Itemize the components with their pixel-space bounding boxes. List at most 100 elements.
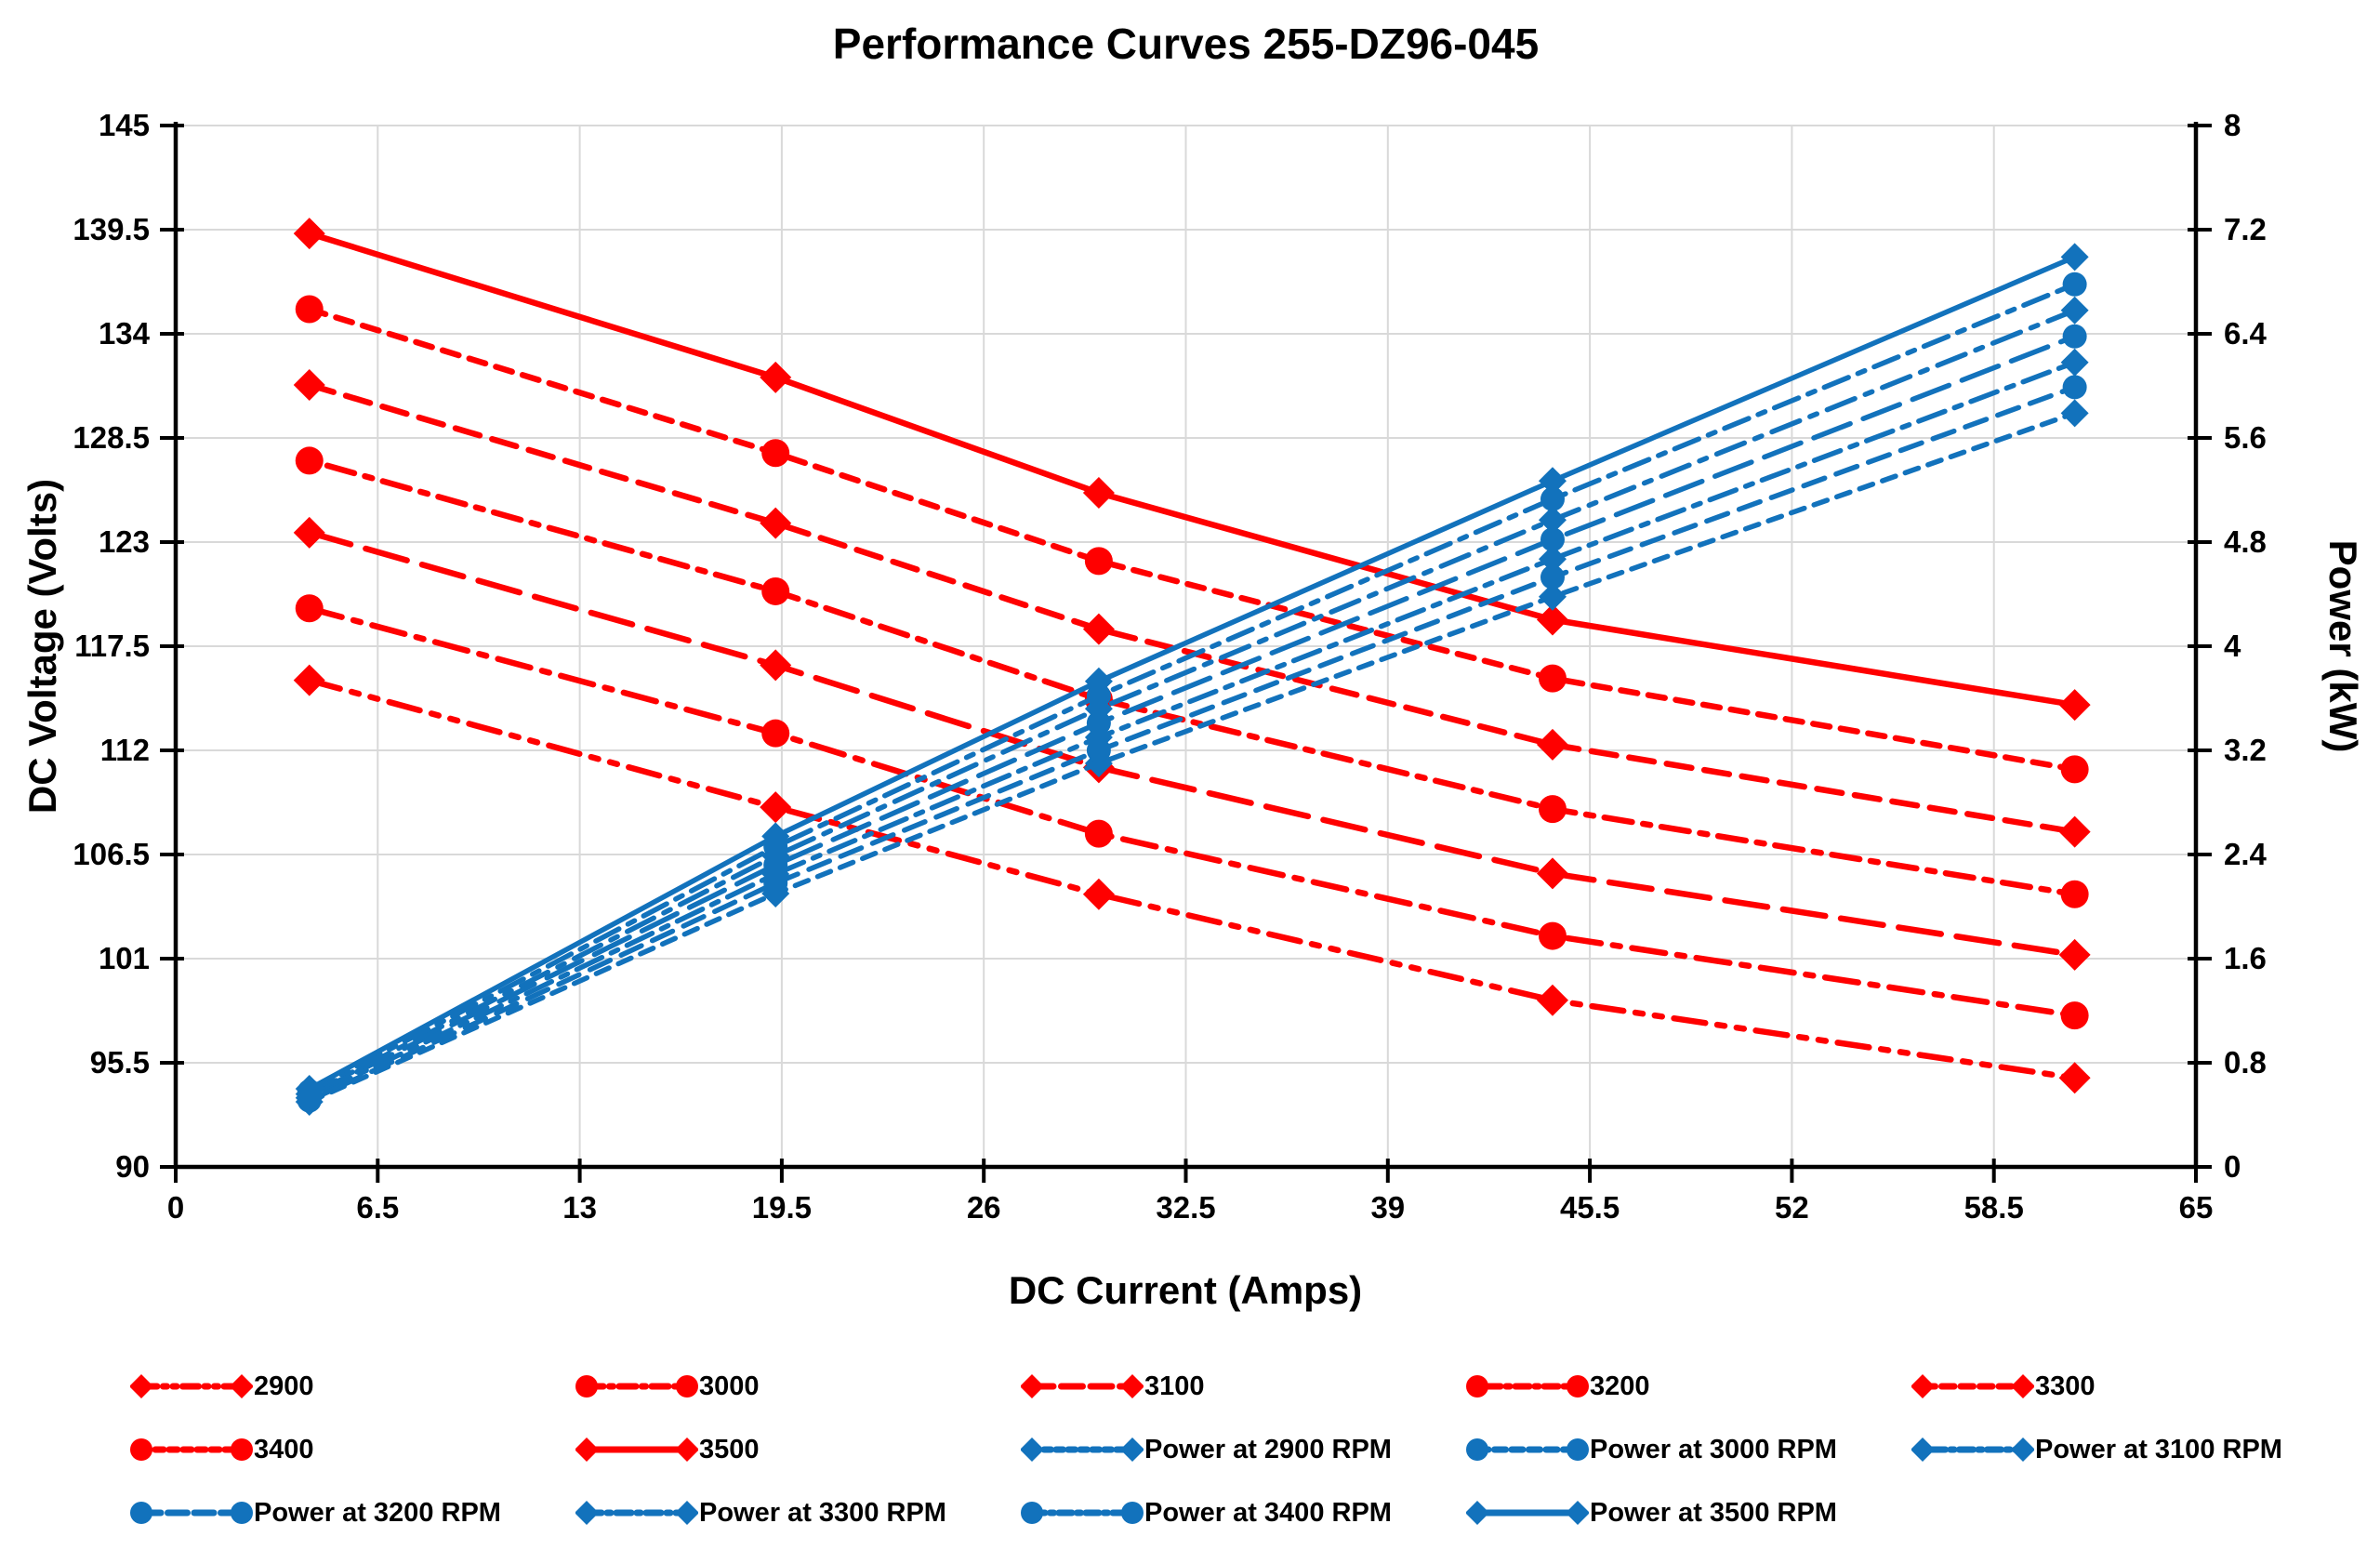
- legend-line-sample: [575, 1437, 698, 1462]
- legend-label: 3200: [1590, 1371, 1650, 1401]
- circle-marker-icon: [130, 1502, 152, 1524]
- y-right-tick-label: 6.4: [2224, 316, 2268, 351]
- diamond-marker-icon: [230, 1374, 253, 1398]
- legend-item-power-at-2900-rpm: Power at 2900 RPM: [1021, 1428, 1466, 1471]
- y-left-tick-label: 123: [99, 524, 150, 559]
- diamond-marker-icon: [1120, 1437, 1144, 1462]
- data-point-marker: [2060, 348, 2089, 377]
- circle-marker-icon: [676, 1375, 698, 1398]
- circle-marker-icon: [231, 1502, 253, 1524]
- diamond-marker-icon: [2011, 1437, 2034, 1462]
- legend-item-power-at-3000-rpm: Power at 3000 RPM: [1466, 1428, 1911, 1471]
- legend-line-sample: [575, 1501, 698, 1525]
- data-point-marker: [1536, 857, 1568, 890]
- data-point-marker: [293, 664, 325, 696]
- data-point-marker: [1084, 547, 1113, 576]
- y-left-tick-label: 112: [100, 733, 150, 767]
- data-point-marker: [1082, 878, 1115, 910]
- data-point-marker: [760, 507, 792, 539]
- data-point-marker: [293, 368, 325, 401]
- y-right-tick-label: 0: [2224, 1149, 2241, 1184]
- data-point-marker: [1540, 527, 1565, 552]
- data-point-marker: [761, 719, 790, 748]
- data-point-marker: [295, 1075, 324, 1103]
- legend-label: Power at 3000 RPM: [1590, 1434, 1837, 1464]
- y-right-tick-label: 4: [2224, 629, 2241, 663]
- y-left-tick-label: 145: [99, 108, 150, 142]
- data-point-marker: [2058, 938, 2091, 971]
- data-point-marker: [295, 295, 324, 324]
- legend-line-sample: [1021, 1502, 1144, 1524]
- data-point-marker: [1084, 667, 1113, 696]
- x-tick-label: 65: [2179, 1190, 2214, 1225]
- y-left-tick-label: 101: [99, 941, 150, 975]
- circle-marker-icon: [1121, 1502, 1144, 1524]
- y-left-tick-label: 139.5: [73, 212, 150, 246]
- x-tick-label: 0: [167, 1190, 184, 1225]
- legend-item-power-at-3100-rpm: Power at 3100 RPM: [1911, 1428, 2357, 1471]
- legend-line-sample: [1466, 1375, 1589, 1398]
- data-point-marker: [761, 439, 790, 468]
- x-tick-label: 6.5: [356, 1190, 399, 1225]
- data-point-marker: [1538, 795, 1567, 824]
- y-right-tick-label: 8: [2224, 108, 2241, 142]
- diamond-marker-icon: [575, 1437, 599, 1462]
- x-tick-label: 19.5: [752, 1190, 812, 1225]
- y-left-tick-label: 90: [115, 1149, 150, 1184]
- legend-item-3300: 3300: [1911, 1365, 2357, 1408]
- legend-label: Power at 2900 RPM: [1144, 1434, 1392, 1464]
- legend-line-sample: [130, 1438, 253, 1461]
- data-point-marker: [2060, 755, 2089, 784]
- chart-title: Performance Curves 255-DZ96-045: [832, 20, 1540, 68]
- data-point-marker: [293, 218, 325, 250]
- data-point-marker: [1540, 486, 1565, 511]
- legend-item-power-at-3500-rpm: Power at 3500 RPM: [1466, 1491, 1911, 1534]
- data-point-marker: [1536, 984, 1568, 1016]
- diamond-marker-icon: [130, 1374, 153, 1398]
- y-left-tick-label: 128.5: [73, 420, 150, 455]
- circle-marker-icon: [1567, 1375, 1589, 1398]
- data-point-marker: [1536, 603, 1568, 636]
- legend-line-sample: [1021, 1437, 1144, 1462]
- legend-item-3200: 3200: [1466, 1365, 1911, 1408]
- circle-marker-icon: [130, 1438, 152, 1461]
- data-point-marker: [1538, 582, 1567, 611]
- series-3500: [293, 218, 2091, 722]
- diamond-marker-icon: [1021, 1374, 1044, 1398]
- data-point-marker: [2060, 296, 2089, 325]
- data-point-marker: [760, 791, 792, 824]
- circle-marker-icon: [1466, 1438, 1488, 1461]
- x-tick-label: 52: [1775, 1190, 1809, 1225]
- data-point-marker: [293, 516, 325, 549]
- data-point-marker: [2060, 1001, 2089, 1030]
- legend-label: Power at 3300 RPM: [699, 1497, 946, 1528]
- y-left-tick-label: 95.5: [90, 1045, 150, 1080]
- diamond-marker-icon: [1911, 1437, 1935, 1462]
- series-2900: [293, 664, 2091, 1094]
- data-point-marker: [1540, 564, 1565, 590]
- legend-line-sample: [1911, 1374, 2034, 1398]
- legend-label: Power at 3200 RPM: [254, 1497, 501, 1528]
- data-point-marker: [760, 649, 792, 682]
- legend-line-sample: [1911, 1437, 2034, 1462]
- axes: [160, 122, 2212, 1183]
- data-point-marker: [1082, 613, 1115, 645]
- data-point-marker: [761, 576, 790, 605]
- legend-line-sample: [130, 1374, 253, 1398]
- legend-label: 3000: [699, 1371, 760, 1401]
- y-left-tick-label: 106.5: [73, 837, 150, 871]
- legend-item-3000: 3000: [575, 1365, 1021, 1408]
- x-tick-label: 58.5: [1964, 1190, 2024, 1225]
- legend: 2900 3000 3100 3200 3300 3400 3500 Power at 290…: [130, 1365, 2357, 1534]
- legend-item-power-at-3400-rpm: Power at 3400 RPM: [1021, 1491, 1466, 1534]
- series-power-at-3000-rpm: [297, 375, 2087, 1113]
- data-point-marker: [295, 446, 324, 475]
- data-point-marker: [1538, 545, 1567, 574]
- data-point-marker: [1538, 921, 1567, 950]
- x-tick-label: 45.5: [1560, 1190, 1620, 1225]
- y-right-tick-label: 1.6: [2224, 941, 2267, 975]
- diamond-marker-icon: [1120, 1374, 1144, 1398]
- data-point-marker: [2058, 1062, 2091, 1094]
